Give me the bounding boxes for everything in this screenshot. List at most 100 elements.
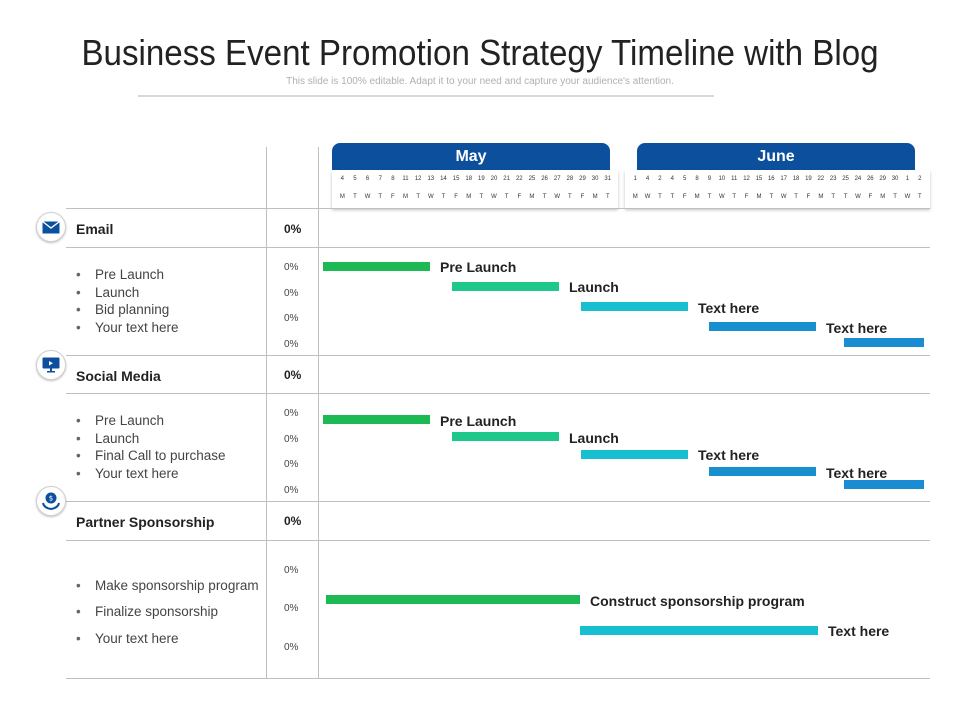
grid-vline-2: [318, 147, 319, 679]
weekday-letter: M: [818, 194, 824, 200]
list-item: • Final Call to purchase: [76, 448, 226, 463]
weekday-letter: F: [391, 194, 395, 200]
month-header-june: June: [637, 143, 915, 170]
weekday-letter: F: [806, 194, 811, 200]
day-number: 22: [817, 176, 825, 182]
grid-hline: [66, 501, 930, 502]
day-number: 30: [891, 176, 899, 182]
item-percent: 0%: [284, 459, 299, 470]
list-item: • Launch: [76, 431, 140, 446]
may-days-strip: 4 5 6 7 8 11 12 13 14 15 18 19 20 21 22 25 26 27 28 29 30 31 …: [332, 170, 618, 208]
gantt-bar-label: Text here: [828, 623, 890, 639]
day-number: 11: [402, 176, 409, 182]
gantt-bar-label: Launch: [569, 430, 619, 446]
day-number: 27: [553, 176, 561, 182]
weekday-letter: T: [568, 194, 572, 200]
day-number: 26: [541, 176, 548, 182]
weekday-letter: W: [554, 194, 561, 200]
day-number: 5: [353, 176, 357, 182]
list-item: • Your text here: [76, 320, 179, 335]
weekday-letter: T: [378, 194, 383, 200]
weekday-letter: T: [794, 194, 798, 200]
grid-hline: [66, 540, 930, 541]
monitor-icon: [36, 350, 66, 380]
day-number: 29: [879, 176, 887, 182]
title-divider: [138, 95, 714, 97]
day-number: 8: [695, 176, 699, 182]
day-number: 26: [866, 176, 874, 182]
category-percent: 0%: [284, 368, 302, 382]
svg-text:$: $: [49, 495, 53, 503]
gantt-bar: [581, 450, 688, 459]
gantt-bar-label: Text here: [826, 465, 888, 481]
gantt-bar-label: Construct sponsorship program: [590, 593, 805, 609]
weekday-letter: T: [917, 194, 922, 200]
weekday-letter: W: [427, 194, 434, 200]
day-number: 24: [854, 176, 862, 182]
grid-hline: [66, 355, 930, 356]
day-number: 12: [414, 176, 422, 182]
day-number: 19: [805, 176, 812, 182]
day-number: 2: [918, 176, 922, 182]
weekday-letter: M: [632, 194, 638, 200]
day-number: 5: [683, 176, 687, 182]
weekday-letter: M: [694, 194, 700, 200]
weekday-letter: T: [504, 194, 509, 200]
grid-hline: [66, 208, 930, 209]
weekday-letter: T: [670, 194, 675, 200]
day-number: 21: [503, 176, 510, 182]
weekday-letter: M: [880, 194, 886, 200]
weekday-letter: W: [904, 194, 911, 200]
gantt-bar: [452, 432, 559, 441]
list-item: • Pre Launch: [76, 413, 165, 428]
gantt-bar-label: Pre Launch: [440, 413, 517, 429]
june-days-strip: 1 4 2 4 5 8 9 10 11 12 15 16 17 18 19 22 23 25 24 26 29 30 1 2 …: [625, 170, 930, 208]
gantt-bar: [709, 467, 816, 476]
weekday-letter: W: [364, 194, 371, 200]
slide-subtitle: This slide is 100% editable. Adapt it to…: [286, 76, 674, 87]
weekday-letter: F: [682, 194, 687, 200]
weekday-letter: T: [831, 194, 836, 200]
weekday-letter: M: [592, 194, 598, 200]
gantt-bar-label: Pre Launch: [440, 259, 517, 275]
weekday-letter: M: [756, 194, 762, 200]
weekday-letter: T: [732, 194, 737, 200]
day-number: 11: [731, 176, 738, 182]
category-label-partner-sponsorship: Partner Sponsorship: [76, 514, 215, 530]
grid-hline: [66, 678, 930, 679]
day-number: 25: [528, 176, 536, 182]
item-percent: 0%: [284, 288, 299, 299]
day-number: 7: [378, 176, 382, 182]
category-percent: 0%: [284, 222, 302, 236]
weekday-letter: W: [855, 194, 861, 200]
day-number: 25: [842, 176, 849, 182]
day-number: 23: [829, 176, 837, 182]
weekday-letter: W: [491, 194, 497, 200]
gantt-bar-label: Text here: [698, 300, 760, 316]
weekday-letter: T: [658, 194, 662, 200]
day-number: 17: [780, 176, 788, 182]
gantt-bar: [326, 595, 580, 604]
weekday-letter: M: [529, 194, 535, 200]
day-number: 18: [465, 176, 473, 182]
day-number: 14: [440, 176, 447, 182]
item-percent: 0%: [284, 408, 299, 419]
day-number: 18: [792, 176, 800, 182]
item-percent: 0%: [284, 642, 299, 653]
weekday-letter: W: [780, 194, 787, 200]
list-item: • Finalize sponsorship: [76, 604, 219, 619]
day-number: 29: [579, 176, 586, 182]
item-percent: 0%: [284, 603, 299, 614]
weekday-letter: F: [580, 194, 585, 200]
day-number: 13: [427, 176, 435, 182]
gantt-bar: [323, 262, 430, 271]
grid-vline-1: [266, 147, 267, 679]
weekday-letter: T: [542, 194, 547, 200]
gantt-bar-label: Text here: [826, 320, 888, 336]
gantt-bar: [581, 302, 688, 311]
day-number: 22: [515, 176, 523, 182]
category-label-email: Email: [76, 221, 114, 237]
day-number: 4: [645, 176, 650, 182]
gantt-bar: [844, 338, 924, 347]
day-number: 19: [478, 176, 485, 182]
